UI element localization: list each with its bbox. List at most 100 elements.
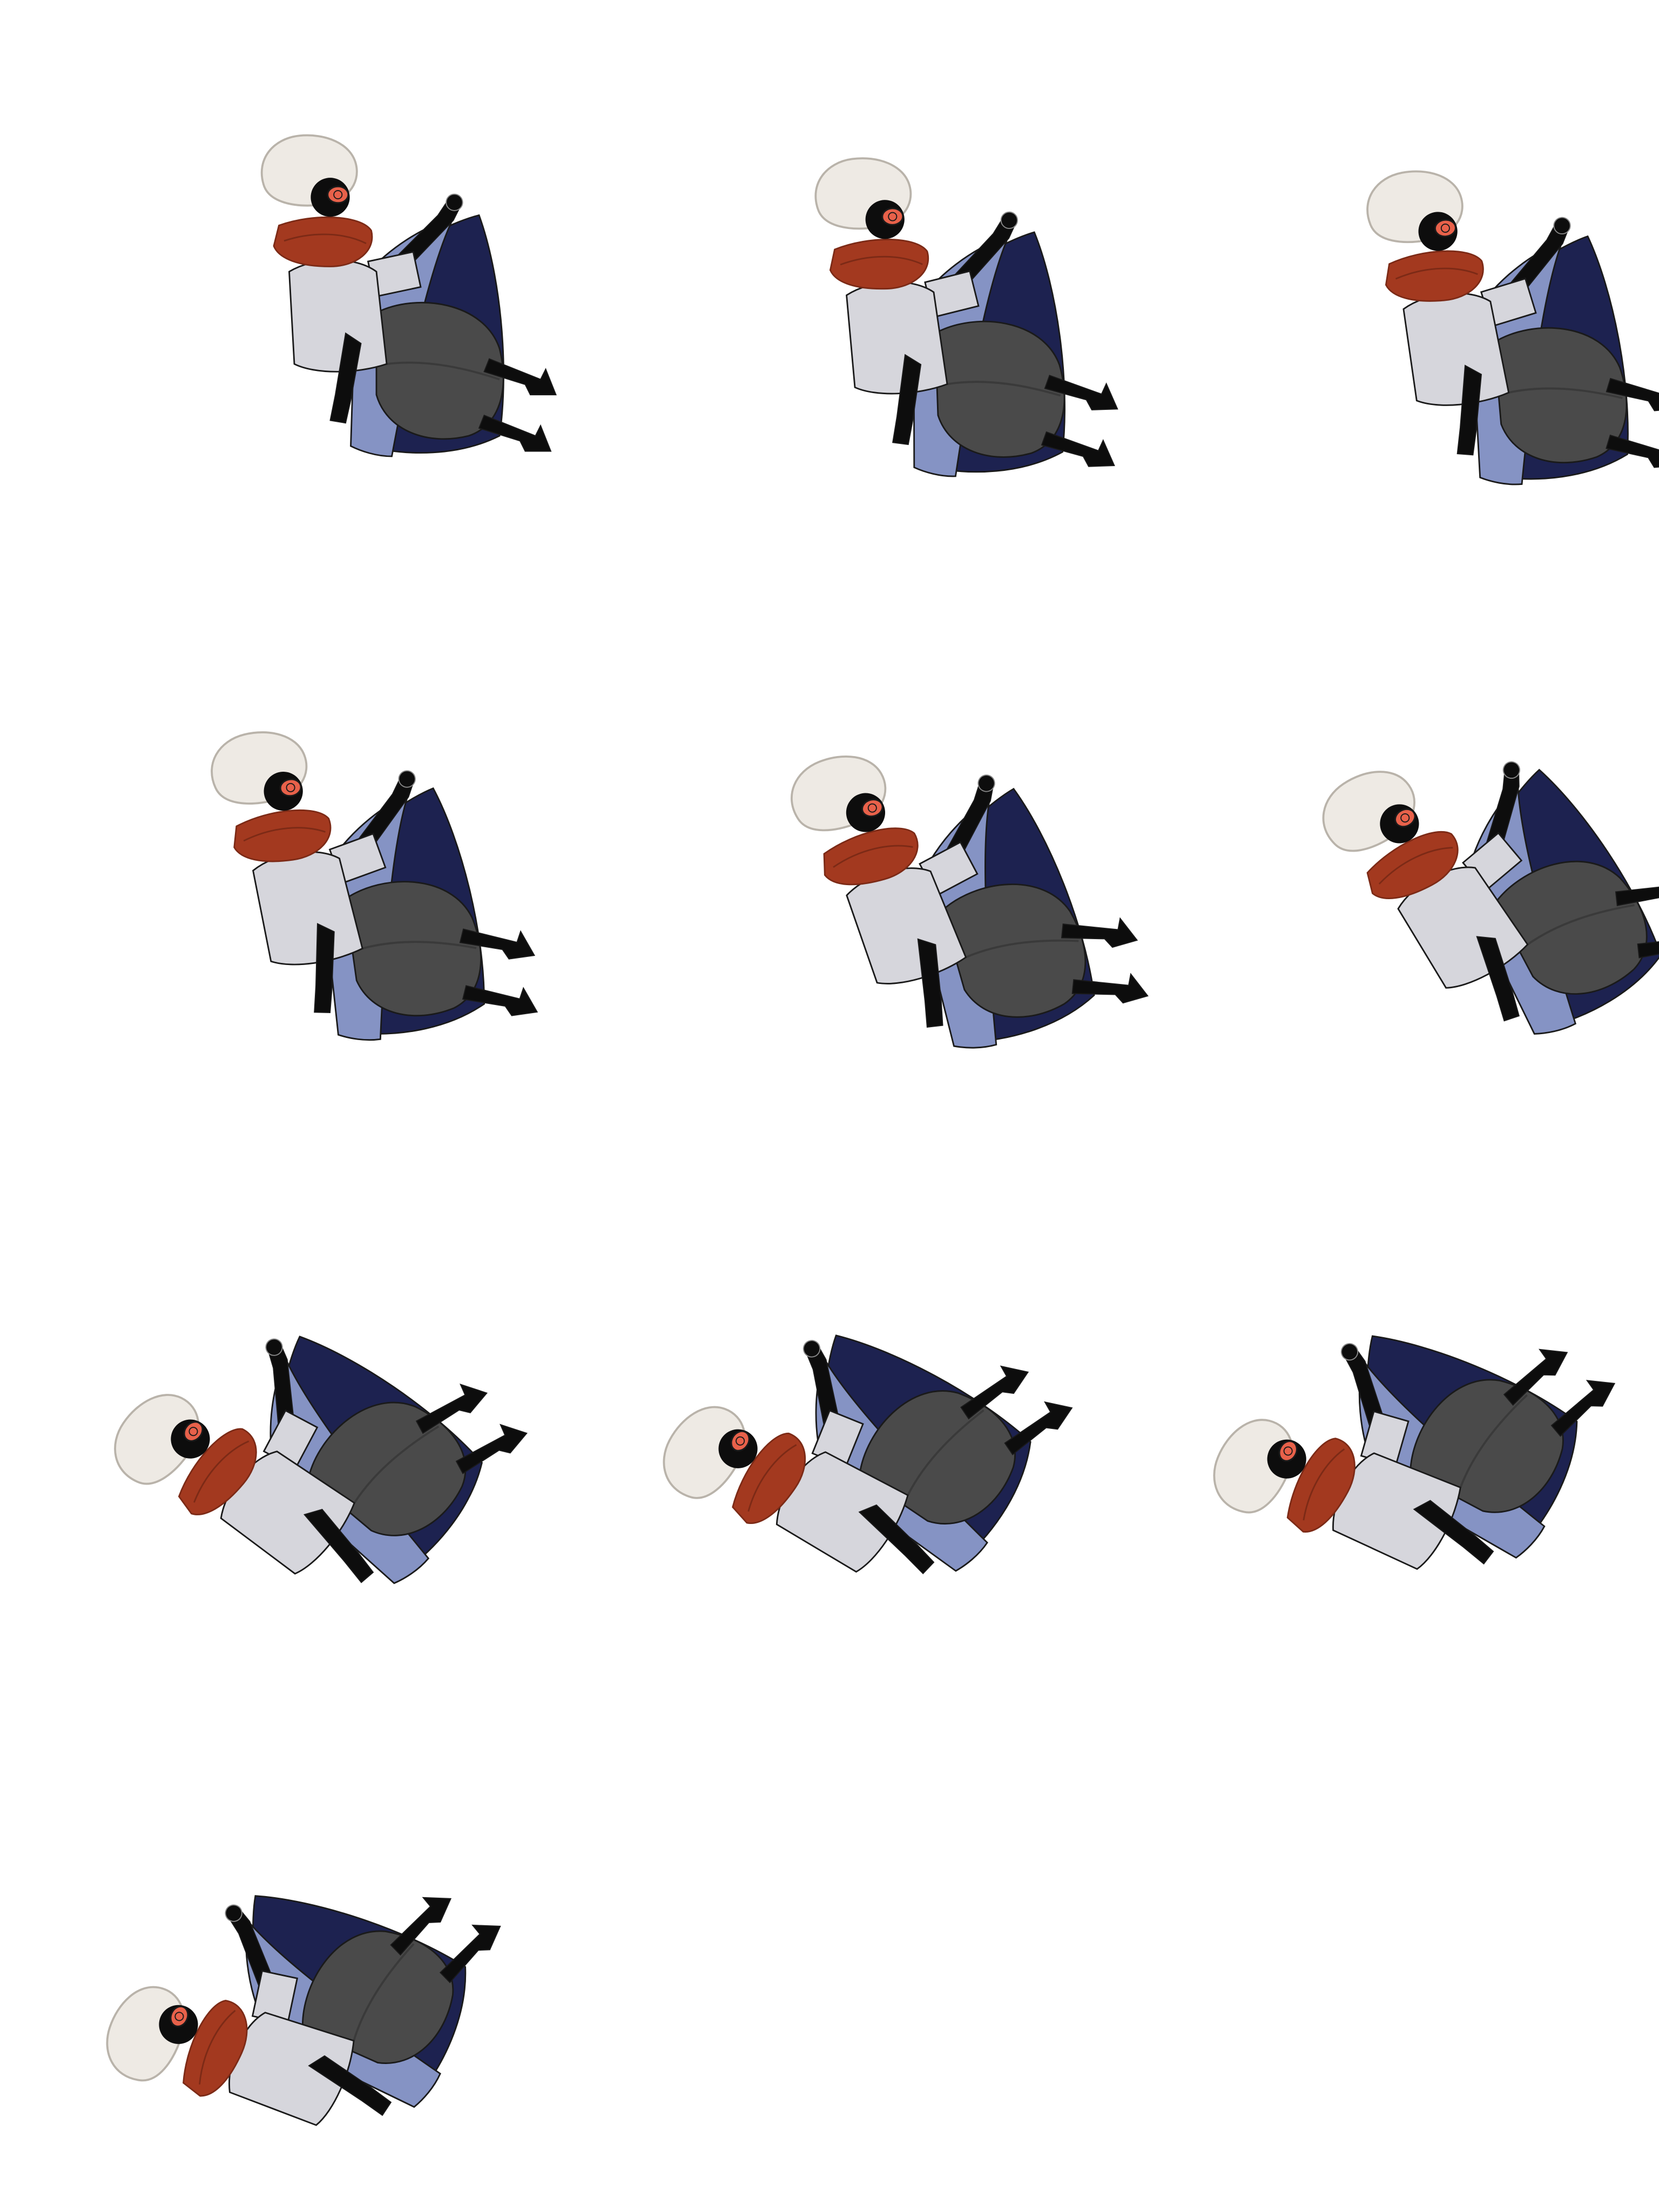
arm-lower	[1413, 1500, 1494, 1565]
figure-body	[106, 1895, 501, 2126]
leg-lower	[439, 1924, 501, 1984]
fall-frame-9-sprite	[1213, 1335, 1616, 1570]
head	[1213, 1419, 1306, 1514]
leg-upper	[483, 358, 557, 395]
figure-body	[663, 1334, 1073, 1575]
fall-frame-5-sprite	[791, 756, 1149, 1049]
leg-upper	[1606, 377, 1659, 412]
pants	[1410, 1379, 1564, 1513]
figure-body	[114, 1336, 528, 1584]
fall-frame-8	[553, 1106, 1106, 1659]
leg-upper	[1615, 873, 1659, 906]
fist	[802, 1340, 821, 1358]
fist	[1502, 761, 1521, 779]
leg-lower	[1004, 1401, 1073, 1455]
arm-lower	[308, 2055, 392, 2116]
fall-frame-2-sprite	[814, 157, 1118, 477]
goggle	[170, 2006, 189, 2027]
fall-frame-6-sprite	[1322, 761, 1659, 1035]
fall-frame-6	[1106, 553, 1659, 1106]
goggle	[183, 1421, 204, 1442]
arm-lower	[1456, 365, 1482, 456]
figure-body	[791, 756, 1149, 1049]
fist	[1553, 217, 1571, 235]
figure-body	[1366, 170, 1659, 485]
scarf	[829, 239, 929, 290]
head	[211, 731, 308, 811]
arm-lower	[858, 1504, 935, 1575]
arm-lower	[892, 354, 922, 446]
scarf	[183, 2000, 248, 2097]
head	[814, 157, 912, 239]
goggle	[1278, 1440, 1298, 1462]
leg-lower	[1550, 1380, 1616, 1437]
arm-lower	[314, 922, 335, 1014]
leg-upper	[459, 928, 536, 960]
fall-frame-3	[1106, 0, 1659, 553]
leg-upper	[960, 1365, 1029, 1420]
leg-upper	[1044, 374, 1118, 410]
head	[663, 1406, 758, 1499]
leg-lower	[1041, 431, 1115, 467]
fall-frame-10	[0, 1659, 553, 2212]
goggle	[881, 207, 904, 226]
hair	[114, 1394, 200, 1485]
hair	[663, 1406, 746, 1499]
arm-lower	[329, 332, 362, 424]
fist	[446, 193, 463, 211]
pants	[344, 881, 482, 1017]
fall-frame-4	[0, 553, 553, 1106]
leg-lower	[455, 1424, 528, 1474]
leg-lower	[1071, 973, 1149, 1004]
pants	[1493, 860, 1648, 995]
pants	[1493, 327, 1628, 463]
fist	[398, 770, 416, 788]
head	[260, 134, 358, 217]
figure-body	[1213, 1335, 1616, 1570]
scarf	[732, 1432, 806, 1524]
head	[791, 756, 887, 832]
fist	[265, 1338, 283, 1356]
fall-frame-1	[0, 0, 557, 553]
leg-upper	[1061, 917, 1138, 948]
leg-upper	[415, 1384, 488, 1434]
leg-lower	[462, 985, 538, 1016]
leg-upper	[390, 1897, 452, 1956]
leg-lower	[1637, 925, 1659, 959]
fall-frame-10-sprite	[106, 1895, 501, 2126]
head	[106, 1986, 198, 2082]
figure-body	[1322, 761, 1659, 1035]
leg-lower	[478, 414, 552, 452]
leg-upper	[1503, 1348, 1568, 1406]
figure-body	[211, 731, 538, 1041]
arm-lower	[1476, 936, 1520, 1022]
scarf	[823, 827, 919, 886]
scarf	[1366, 831, 1459, 899]
shirt	[288, 259, 388, 373]
head	[1366, 170, 1464, 251]
scarf	[1286, 1438, 1355, 1533]
arm-lower	[917, 938, 943, 1028]
fall-frame-7	[0, 1106, 553, 1659]
fall-frame-3-sprite	[1366, 170, 1659, 485]
fist	[1340, 1343, 1359, 1361]
fall-frame-4-sprite	[211, 731, 538, 1041]
fist	[225, 1904, 242, 1922]
fall-frame-5	[553, 553, 1149, 1106]
scarf	[1385, 250, 1484, 302]
scarf	[273, 216, 373, 267]
fall-frame-7-sprite	[114, 1336, 528, 1584]
fall-frame-1-sprite	[260, 134, 557, 457]
goggle	[730, 1430, 750, 1452]
fist	[977, 774, 995, 792]
figure-body	[260, 134, 557, 457]
scarf	[233, 809, 332, 862]
fist	[1000, 211, 1018, 229]
head	[1322, 771, 1419, 852]
fall-frame-2	[553, 0, 1118, 553]
shirt	[846, 281, 948, 395]
hair	[106, 1986, 185, 2082]
head	[114, 1394, 210, 1485]
goggle	[1394, 808, 1416, 828]
